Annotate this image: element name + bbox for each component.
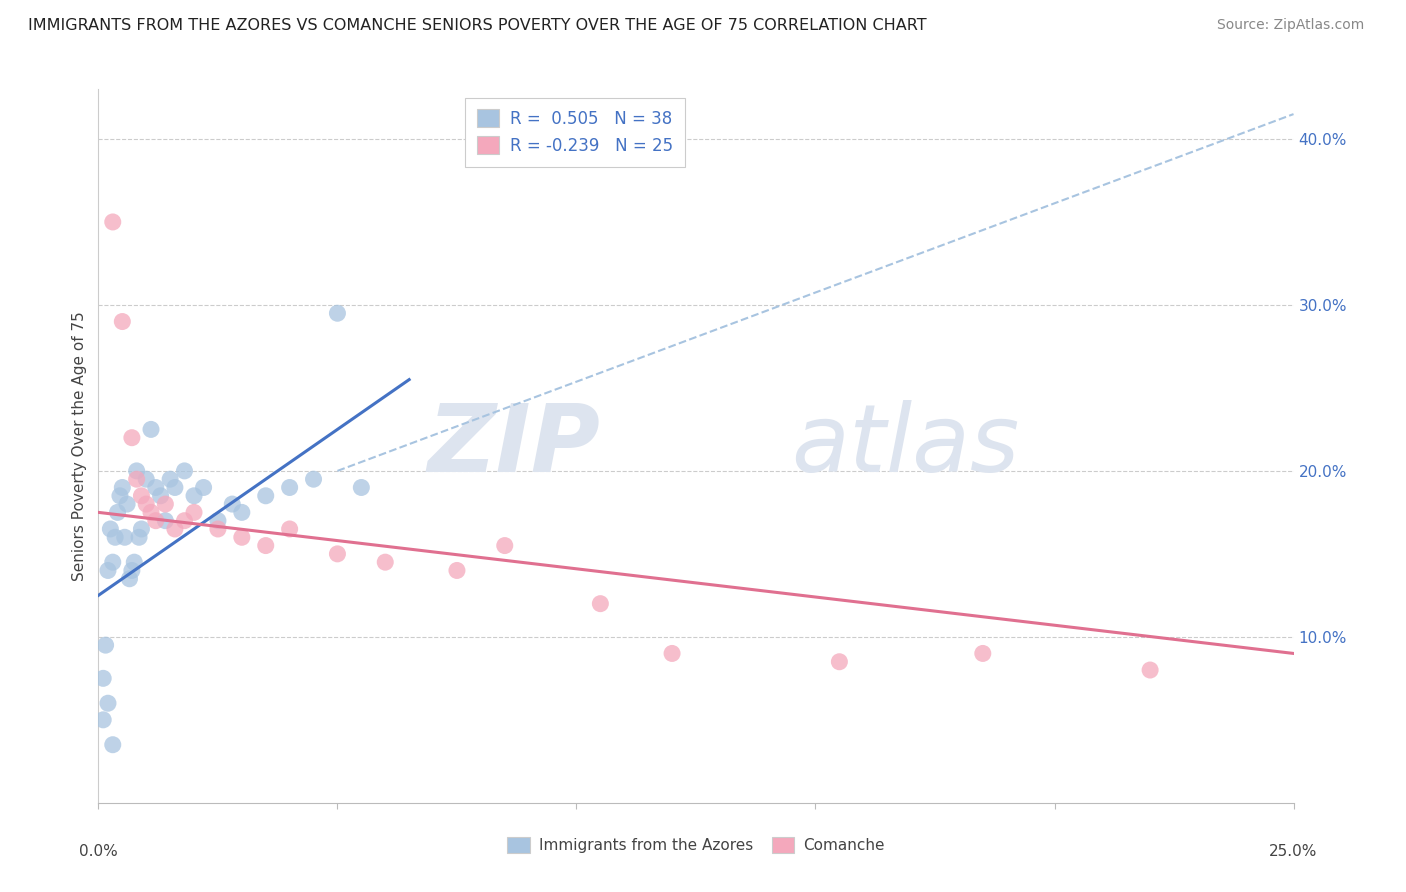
Point bbox=[155, 514, 177, 528]
Point bbox=[254, 539, 277, 553]
Point bbox=[207, 522, 229, 536]
Point bbox=[221, 497, 243, 511]
Point bbox=[97, 696, 120, 710]
Point bbox=[135, 497, 157, 511]
Point bbox=[139, 422, 162, 436]
Point bbox=[121, 431, 143, 445]
Point bbox=[589, 597, 612, 611]
Point bbox=[124, 555, 146, 569]
Text: 25.0%: 25.0% bbox=[1270, 845, 1317, 859]
Text: Source: ZipAtlas.com: Source: ZipAtlas.com bbox=[1216, 18, 1364, 32]
Point bbox=[231, 530, 253, 544]
Point bbox=[1139, 663, 1161, 677]
Point bbox=[231, 505, 253, 519]
Point bbox=[173, 464, 195, 478]
Point bbox=[145, 514, 167, 528]
Point bbox=[108, 489, 131, 503]
Point bbox=[131, 489, 153, 503]
Point bbox=[125, 464, 148, 478]
Point bbox=[91, 713, 114, 727]
Point bbox=[972, 647, 994, 661]
Legend: Immigrants from the Azores, Comanche: Immigrants from the Azores, Comanche bbox=[501, 830, 891, 859]
Point bbox=[374, 555, 396, 569]
Point bbox=[193, 481, 215, 495]
Point bbox=[278, 522, 301, 536]
Point bbox=[125, 472, 148, 486]
Point bbox=[350, 481, 373, 495]
Point bbox=[114, 530, 136, 544]
Point bbox=[183, 505, 205, 519]
Point bbox=[326, 306, 349, 320]
Text: atlas: atlas bbox=[792, 401, 1019, 491]
Point bbox=[149, 489, 172, 503]
Point bbox=[91, 671, 114, 685]
Point bbox=[183, 489, 205, 503]
Point bbox=[278, 481, 301, 495]
Point bbox=[159, 472, 181, 486]
Point bbox=[101, 738, 124, 752]
Point bbox=[173, 514, 195, 528]
Point bbox=[101, 555, 124, 569]
Point bbox=[446, 564, 468, 578]
Point bbox=[115, 497, 138, 511]
Point bbox=[163, 522, 186, 536]
Point bbox=[139, 505, 162, 519]
Point bbox=[302, 472, 325, 486]
Point bbox=[98, 522, 122, 536]
Point bbox=[97, 564, 120, 578]
Point bbox=[828, 655, 851, 669]
Point bbox=[107, 505, 129, 519]
Point bbox=[254, 489, 277, 503]
Point bbox=[118, 572, 141, 586]
Point bbox=[111, 314, 134, 328]
Text: ZIP: ZIP bbox=[427, 400, 600, 492]
Point bbox=[155, 497, 177, 511]
Point bbox=[661, 647, 683, 661]
Y-axis label: Seniors Poverty Over the Age of 75: Seniors Poverty Over the Age of 75 bbox=[72, 311, 87, 581]
Point bbox=[94, 638, 117, 652]
Point bbox=[121, 564, 143, 578]
Point bbox=[128, 530, 150, 544]
Point bbox=[111, 481, 134, 495]
Point bbox=[326, 547, 349, 561]
Point bbox=[135, 472, 157, 486]
Text: IMMIGRANTS FROM THE AZORES VS COMANCHE SENIORS POVERTY OVER THE AGE OF 75 CORREL: IMMIGRANTS FROM THE AZORES VS COMANCHE S… bbox=[28, 18, 927, 33]
Point bbox=[145, 481, 167, 495]
Point bbox=[101, 215, 124, 229]
Point bbox=[494, 539, 516, 553]
Text: 0.0%: 0.0% bbox=[79, 845, 118, 859]
Point bbox=[104, 530, 127, 544]
Point bbox=[131, 522, 153, 536]
Point bbox=[163, 481, 186, 495]
Point bbox=[207, 514, 229, 528]
